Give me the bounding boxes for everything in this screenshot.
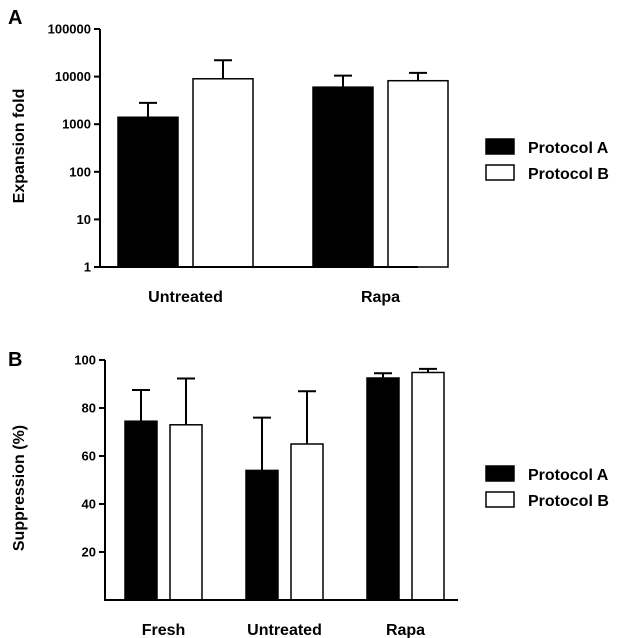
panel-a-x-ticks: Untreated Rapa	[148, 289, 400, 306]
panel-b: B Suppression (%) 20 40 60 80 100 Fresh Untre…	[8, 349, 609, 638]
x-category-label: Untreated	[148, 289, 223, 306]
y-tick-label: 1	[84, 260, 91, 275]
y-tick-label: 100	[74, 353, 96, 368]
y-tick-label: 1000	[62, 117, 91, 132]
bar-protocol-a-fresh	[124, 420, 158, 601]
panel-b-x-ticks: Fresh Untreated Rapa	[142, 622, 425, 638]
bar-protocol-a-untreated	[245, 469, 279, 601]
bar-protocol-b-untreated	[290, 443, 324, 601]
bar-protocol-a-rapa	[366, 377, 400, 601]
bar-protocol-a-untreated	[117, 116, 179, 268]
panel-b-bars	[124, 367, 445, 601]
panel-b-axes	[104, 360, 458, 601]
panel-a-label: A	[8, 7, 22, 29]
panel-a-y-axis-label: Expansion fold	[11, 89, 28, 204]
legend-swatch-protocol-a	[485, 465, 515, 482]
x-category-label: Rapa	[386, 622, 425, 638]
legend-label-protocol-b: Protocol B	[528, 166, 609, 183]
x-category-label: Rapa	[361, 289, 400, 306]
y-tick-label: 60	[82, 449, 96, 464]
panel-a-y-ticks: 1 10 100 1000 10000 100000	[48, 22, 100, 275]
legend-swatch-protocol-a	[485, 138, 515, 155]
panel-a: A Expansion fold 1 10 100 1000 10000 100000 U…	[8, 7, 609, 306]
bar-protocol-a-rapa	[312, 86, 374, 268]
panel-a-bars	[117, 59, 449, 268]
legend-label-protocol-a: Protocol A	[528, 467, 609, 484]
y-tick-label: 10	[77, 212, 91, 227]
y-tick-label: 40	[82, 497, 96, 512]
x-category-label: Untreated	[247, 622, 322, 638]
y-tick-label: 20	[82, 545, 96, 560]
bar-protocol-b-fresh	[169, 424, 203, 601]
panel-a-legend: Protocol A Protocol B	[485, 138, 609, 183]
panel-b-y-axis-label: Suppression (%)	[11, 425, 28, 551]
panel-b-legend: Protocol A Protocol B	[485, 465, 609, 510]
legend-label-protocol-a: Protocol A	[528, 140, 609, 157]
panel-b-label: B	[8, 349, 22, 371]
bar-protocol-b-untreated	[192, 78, 254, 268]
x-category-label: Fresh	[142, 622, 186, 638]
legend-label-protocol-b: Protocol B	[528, 493, 609, 510]
legend-swatch-protocol-b	[485, 491, 515, 508]
bar-protocol-b-rapa	[387, 79, 449, 268]
y-tick-label: 80	[82, 401, 96, 416]
panel-a-axes	[99, 29, 418, 268]
y-tick-label: 100	[69, 164, 91, 179]
y-tick-label: 10000	[55, 69, 91, 84]
y-tick-label: 100000	[48, 22, 91, 37]
bar-protocol-b-rapa	[411, 371, 445, 601]
legend-swatch-protocol-b	[485, 164, 515, 181]
panel-b-y-ticks: 20 40 60 80 100	[74, 353, 105, 560]
